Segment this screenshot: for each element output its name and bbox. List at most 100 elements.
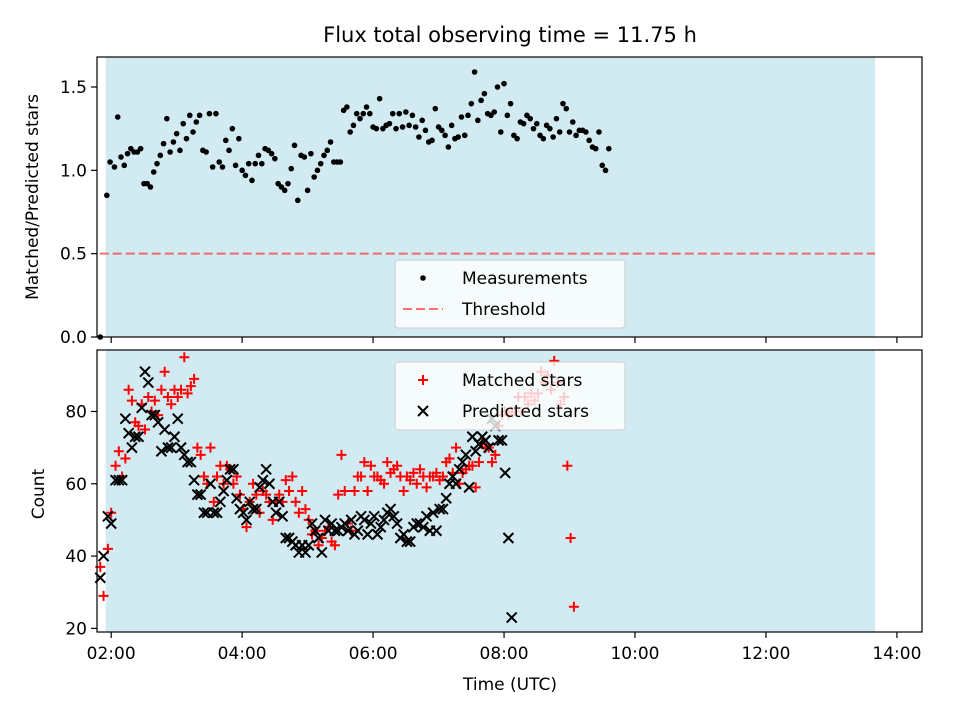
measurement-point	[412, 124, 419, 130]
measurement-point	[160, 140, 167, 147]
measurement-point	[291, 142, 298, 149]
matched-point	[451, 442, 462, 453]
measurement-point	[232, 162, 239, 169]
predicted-point	[339, 517, 351, 530]
measurement-point	[357, 115, 363, 122]
measurement-point	[154, 160, 160, 167]
predicted-point	[375, 521, 387, 533]
predicted-point	[132, 431, 145, 443]
measurement-point	[458, 114, 465, 120]
matched-point	[356, 471, 367, 482]
y-tick-label: 0.0	[60, 328, 87, 348]
measurement-point	[222, 137, 229, 144]
matched-point	[182, 388, 193, 399]
measurement-point	[196, 112, 203, 119]
predicted-point	[371, 528, 384, 541]
measurement-point	[363, 104, 370, 110]
legend-marker	[418, 375, 428, 385]
measurement-point	[560, 100, 566, 107]
predicted-point	[502, 532, 515, 544]
series-predicted-stars	[94, 365, 518, 624]
y-tick-label: 0.5	[60, 245, 87, 265]
predicted-point	[214, 496, 227, 508]
predicted-point	[168, 431, 181, 443]
y-tick-label: 40	[65, 547, 87, 567]
predicted-point	[247, 503, 259, 515]
matched-point	[293, 507, 304, 518]
matched-point	[382, 457, 393, 468]
predicted-point	[430, 525, 443, 537]
matched-point	[274, 489, 285, 500]
matched-point	[362, 486, 373, 496]
predicted-point	[172, 412, 184, 425]
predicted-point	[162, 441, 174, 454]
measurement-point	[360, 110, 367, 117]
matched-point	[405, 475, 416, 486]
x-tick-label: 08:00	[480, 644, 529, 664]
chart-title: Flux total observing time = 11.75 h	[323, 23, 697, 47]
measurement-point	[455, 134, 462, 140]
matched-point	[126, 395, 137, 406]
measurement-point	[599, 162, 606, 169]
predicted-point	[270, 506, 282, 519]
ratio-panel: 0.0 0.5 1.0 1.5 Measurements Threshold	[60, 56, 923, 348]
predicted-point	[126, 441, 138, 454]
measurement-point	[173, 130, 180, 137]
measurement-point	[520, 120, 527, 127]
matched-point	[431, 467, 442, 478]
predicted-point	[142, 376, 154, 389]
legend: Matched stars Predicted stars	[394, 361, 626, 431]
measurement-point	[429, 137, 435, 144]
measurement-point	[337, 159, 344, 165]
predicted-point	[208, 506, 220, 519]
predicted-point	[433, 503, 446, 515]
matched-point	[290, 496, 301, 507]
measurement-point	[137, 145, 144, 152]
predicted-point	[113, 474, 125, 486]
matched-point	[379, 478, 390, 489]
matched-point	[415, 464, 426, 475]
predicted-point	[102, 510, 114, 523]
measurement-point	[314, 167, 321, 174]
matched-point	[143, 392, 154, 402]
matched-point	[162, 392, 173, 402]
measurement-point	[219, 164, 226, 170]
legend-label: Measurements	[462, 269, 588, 289]
count-panel: 20 40 60 80 02:00 04:00 06:00 08:00 10:00 12:00 14…	[65, 349, 923, 664]
predicted-point	[378, 514, 390, 526]
predicted-point	[319, 514, 331, 526]
measurement-point	[147, 184, 154, 190]
measurement-point	[367, 110, 373, 117]
measurement-point	[553, 115, 560, 122]
predicted-point	[417, 521, 429, 533]
measurement-point	[164, 115, 170, 122]
matched-point	[156, 384, 167, 395]
matched-point	[336, 449, 347, 460]
measurement-point	[206, 110, 213, 117]
measurement-point	[344, 104, 350, 110]
predicted-point	[194, 488, 207, 501]
y-axis-label-bottom: Count	[29, 468, 49, 519]
matched-point	[166, 399, 177, 410]
matched-point	[192, 442, 203, 453]
measurement-point	[406, 122, 412, 129]
predicted-point	[263, 478, 276, 490]
legend-marker	[420, 275, 426, 281]
measurement-point	[596, 129, 602, 135]
predicted-point	[473, 438, 485, 450]
matched-point	[284, 486, 295, 496]
matched-point	[300, 504, 311, 515]
measurement-point	[213, 110, 219, 117]
predicted-point	[158, 423, 171, 436]
predicted-point	[460, 449, 472, 461]
matched-point	[123, 384, 134, 395]
measurement-point	[566, 129, 573, 135]
measurement-point	[409, 112, 416, 119]
predicted-point	[312, 532, 325, 544]
matched-point	[120, 453, 131, 464]
predicted-point	[185, 456, 197, 468]
measurement-point	[478, 97, 484, 104]
legend-box	[394, 259, 626, 329]
matched-point	[195, 449, 206, 460]
predicted-point	[453, 463, 466, 476]
